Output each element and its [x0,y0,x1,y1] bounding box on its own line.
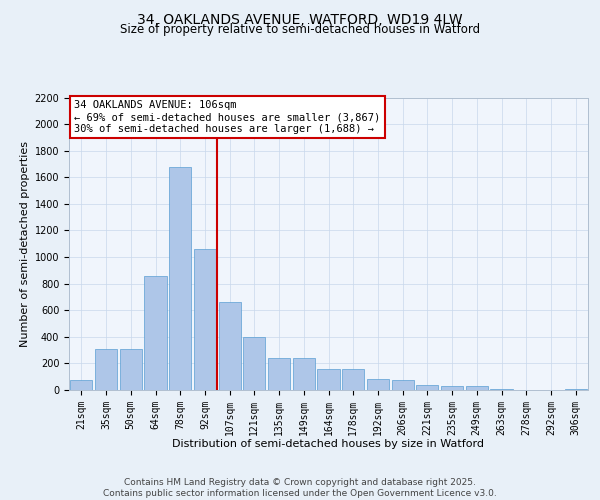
Bar [466,386,488,390]
Text: Contains HM Land Registry data © Crown copyright and database right 2025.
Contai: Contains HM Land Registry data © Crown c… [103,478,497,498]
Bar [119,349,142,390]
Bar [317,368,340,390]
Text: Size of property relative to semi-detached houses in Watford: Size of property relative to semi-detach… [120,22,480,36]
Bar [268,358,290,390]
X-axis label: Distribution of semi-detached houses by size in Watford: Distribution of semi-detached houses by … [173,439,485,449]
Bar [169,166,191,390]
Bar [392,380,414,390]
Bar [95,349,117,390]
Bar [416,384,439,390]
Bar [342,368,364,390]
Y-axis label: Number of semi-detached properties: Number of semi-detached properties [20,141,31,347]
Text: 34, OAKLANDS AVENUE, WATFORD, WD19 4LW: 34, OAKLANDS AVENUE, WATFORD, WD19 4LW [137,12,463,26]
Bar [218,302,241,390]
Bar [441,386,463,390]
Bar [70,380,92,390]
Text: 34 OAKLANDS AVENUE: 106sqm
← 69% of semi-detached houses are smaller (3,867)
30%: 34 OAKLANDS AVENUE: 106sqm ← 69% of semi… [74,100,380,134]
Bar [145,276,167,390]
Bar [293,358,315,390]
Bar [243,337,265,390]
Bar [367,380,389,390]
Bar [194,249,216,390]
